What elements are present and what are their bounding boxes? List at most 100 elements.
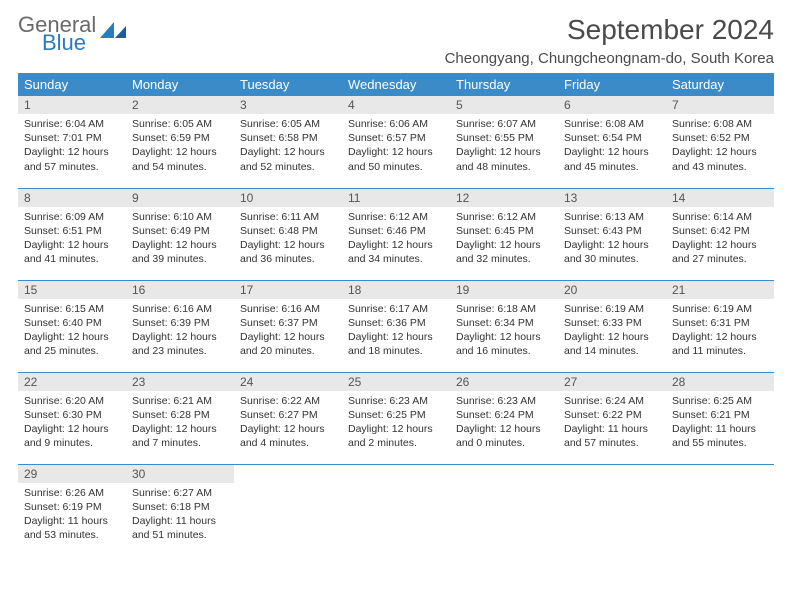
title-block: September 2024 Cheongyang, Chungcheongna… bbox=[445, 14, 774, 67]
calendar-cell: 6Sunrise: 6:08 AMSunset: 6:54 PMDaylight… bbox=[558, 96, 666, 188]
weekday-header: Tuesday bbox=[234, 73, 342, 96]
day-number: 22 bbox=[18, 373, 126, 391]
month-title: September 2024 bbox=[445, 14, 774, 46]
day-number: 15 bbox=[18, 281, 126, 299]
calendar-cell: 8Sunrise: 6:09 AMSunset: 6:51 PMDaylight… bbox=[18, 188, 126, 280]
calendar-row: 22Sunrise: 6:20 AMSunset: 6:30 PMDayligh… bbox=[18, 372, 774, 464]
day-content: Sunrise: 6:17 AMSunset: 6:36 PMDaylight:… bbox=[342, 299, 450, 365]
day-content: Sunrise: 6:06 AMSunset: 6:57 PMDaylight:… bbox=[342, 114, 450, 180]
day-content: Sunrise: 6:08 AMSunset: 6:52 PMDaylight:… bbox=[666, 114, 774, 180]
calendar-cell: 23Sunrise: 6:21 AMSunset: 6:28 PMDayligh… bbox=[126, 372, 234, 464]
calendar-cell: 11Sunrise: 6:12 AMSunset: 6:46 PMDayligh… bbox=[342, 188, 450, 280]
day-content: Sunrise: 6:08 AMSunset: 6:54 PMDaylight:… bbox=[558, 114, 666, 180]
calendar-cell: 16Sunrise: 6:16 AMSunset: 6:39 PMDayligh… bbox=[126, 280, 234, 372]
day-content: Sunrise: 6:21 AMSunset: 6:28 PMDaylight:… bbox=[126, 391, 234, 457]
weekday-header: Friday bbox=[558, 73, 666, 96]
day-number: 5 bbox=[450, 96, 558, 114]
day-content: Sunrise: 6:23 AMSunset: 6:25 PMDaylight:… bbox=[342, 391, 450, 457]
weekday-header-row: SundayMondayTuesdayWednesdayThursdayFrid… bbox=[18, 73, 774, 96]
day-content: Sunrise: 6:25 AMSunset: 6:21 PMDaylight:… bbox=[666, 391, 774, 457]
calendar-cell: 28Sunrise: 6:25 AMSunset: 6:21 PMDayligh… bbox=[666, 372, 774, 464]
day-content: Sunrise: 6:12 AMSunset: 6:45 PMDaylight:… bbox=[450, 207, 558, 273]
calendar-cell: 1Sunrise: 6:04 AMSunset: 7:01 PMDaylight… bbox=[18, 96, 126, 188]
calendar-cell: 21Sunrise: 6:19 AMSunset: 6:31 PMDayligh… bbox=[666, 280, 774, 372]
day-number: 25 bbox=[342, 373, 450, 391]
day-number: 17 bbox=[234, 281, 342, 299]
calendar-cell bbox=[234, 464, 342, 556]
calendar-cell: 19Sunrise: 6:18 AMSunset: 6:34 PMDayligh… bbox=[450, 280, 558, 372]
day-number: 24 bbox=[234, 373, 342, 391]
day-content: Sunrise: 6:18 AMSunset: 6:34 PMDaylight:… bbox=[450, 299, 558, 365]
day-number: 4 bbox=[342, 96, 450, 114]
calendar-cell: 4Sunrise: 6:06 AMSunset: 6:57 PMDaylight… bbox=[342, 96, 450, 188]
header: General Blue September 2024 Cheongyang, … bbox=[18, 14, 774, 67]
calendar-cell: 5Sunrise: 6:07 AMSunset: 6:55 PMDaylight… bbox=[450, 96, 558, 188]
calendar-cell bbox=[666, 464, 774, 556]
calendar-cell: 2Sunrise: 6:05 AMSunset: 6:59 PMDaylight… bbox=[126, 96, 234, 188]
calendar-cell: 15Sunrise: 6:15 AMSunset: 6:40 PMDayligh… bbox=[18, 280, 126, 372]
calendar-cell bbox=[342, 464, 450, 556]
day-number: 19 bbox=[450, 281, 558, 299]
calendar-row: 29Sunrise: 6:26 AMSunset: 6:19 PMDayligh… bbox=[18, 464, 774, 556]
logo-triangle-icon bbox=[100, 22, 128, 47]
calendar-cell: 13Sunrise: 6:13 AMSunset: 6:43 PMDayligh… bbox=[558, 188, 666, 280]
day-content: Sunrise: 6:05 AMSunset: 6:59 PMDaylight:… bbox=[126, 114, 234, 180]
day-number: 26 bbox=[450, 373, 558, 391]
calendar-cell: 3Sunrise: 6:05 AMSunset: 6:58 PMDaylight… bbox=[234, 96, 342, 188]
day-content: Sunrise: 6:23 AMSunset: 6:24 PMDaylight:… bbox=[450, 391, 558, 457]
calendar-cell: 26Sunrise: 6:23 AMSunset: 6:24 PMDayligh… bbox=[450, 372, 558, 464]
calendar-cell: 10Sunrise: 6:11 AMSunset: 6:48 PMDayligh… bbox=[234, 188, 342, 280]
day-content: Sunrise: 6:24 AMSunset: 6:22 PMDaylight:… bbox=[558, 391, 666, 457]
day-content: Sunrise: 6:16 AMSunset: 6:37 PMDaylight:… bbox=[234, 299, 342, 365]
day-number: 13 bbox=[558, 189, 666, 207]
location: Cheongyang, Chungcheongnam-do, South Kor… bbox=[445, 50, 774, 67]
day-content: Sunrise: 6:07 AMSunset: 6:55 PMDaylight:… bbox=[450, 114, 558, 180]
day-content: Sunrise: 6:14 AMSunset: 6:42 PMDaylight:… bbox=[666, 207, 774, 273]
day-number: 23 bbox=[126, 373, 234, 391]
calendar-cell: 12Sunrise: 6:12 AMSunset: 6:45 PMDayligh… bbox=[450, 188, 558, 280]
calendar-body: 1Sunrise: 6:04 AMSunset: 7:01 PMDaylight… bbox=[18, 96, 774, 556]
day-content: Sunrise: 6:04 AMSunset: 7:01 PMDaylight:… bbox=[18, 114, 126, 180]
day-number: 18 bbox=[342, 281, 450, 299]
calendar-row: 15Sunrise: 6:15 AMSunset: 6:40 PMDayligh… bbox=[18, 280, 774, 372]
calendar-cell: 24Sunrise: 6:22 AMSunset: 6:27 PMDayligh… bbox=[234, 372, 342, 464]
calendar-cell: 18Sunrise: 6:17 AMSunset: 6:36 PMDayligh… bbox=[342, 280, 450, 372]
day-content: Sunrise: 6:10 AMSunset: 6:49 PMDaylight:… bbox=[126, 207, 234, 273]
day-content: Sunrise: 6:26 AMSunset: 6:19 PMDaylight:… bbox=[18, 483, 126, 549]
day-content: Sunrise: 6:22 AMSunset: 6:27 PMDaylight:… bbox=[234, 391, 342, 457]
day-content: Sunrise: 6:09 AMSunset: 6:51 PMDaylight:… bbox=[18, 207, 126, 273]
calendar-cell: 27Sunrise: 6:24 AMSunset: 6:22 PMDayligh… bbox=[558, 372, 666, 464]
calendar-row: 1Sunrise: 6:04 AMSunset: 7:01 PMDaylight… bbox=[18, 96, 774, 188]
calendar-cell: 9Sunrise: 6:10 AMSunset: 6:49 PMDaylight… bbox=[126, 188, 234, 280]
day-number: 2 bbox=[126, 96, 234, 114]
calendar-cell bbox=[450, 464, 558, 556]
day-content: Sunrise: 6:11 AMSunset: 6:48 PMDaylight:… bbox=[234, 207, 342, 273]
logo: General Blue bbox=[18, 14, 128, 54]
weekday-header: Wednesday bbox=[342, 73, 450, 96]
calendar-cell: 29Sunrise: 6:26 AMSunset: 6:19 PMDayligh… bbox=[18, 464, 126, 556]
day-number: 16 bbox=[126, 281, 234, 299]
day-content: Sunrise: 6:13 AMSunset: 6:43 PMDaylight:… bbox=[558, 207, 666, 273]
day-number: 27 bbox=[558, 373, 666, 391]
day-number: 9 bbox=[126, 189, 234, 207]
day-number: 29 bbox=[18, 465, 126, 483]
calendar-cell: 22Sunrise: 6:20 AMSunset: 6:30 PMDayligh… bbox=[18, 372, 126, 464]
day-number: 1 bbox=[18, 96, 126, 114]
calendar-cell: 17Sunrise: 6:16 AMSunset: 6:37 PMDayligh… bbox=[234, 280, 342, 372]
calendar-cell: 7Sunrise: 6:08 AMSunset: 6:52 PMDaylight… bbox=[666, 96, 774, 188]
calendar-row: 8Sunrise: 6:09 AMSunset: 6:51 PMDaylight… bbox=[18, 188, 774, 280]
calendar-table: SundayMondayTuesdayWednesdayThursdayFrid… bbox=[18, 73, 774, 556]
calendar-cell bbox=[558, 464, 666, 556]
day-number: 7 bbox=[666, 96, 774, 114]
day-content: Sunrise: 6:19 AMSunset: 6:31 PMDaylight:… bbox=[666, 299, 774, 365]
weekday-header: Saturday bbox=[666, 73, 774, 96]
weekday-header: Thursday bbox=[450, 73, 558, 96]
day-number: 28 bbox=[666, 373, 774, 391]
weekday-header: Sunday bbox=[18, 73, 126, 96]
day-number: 3 bbox=[234, 96, 342, 114]
day-number: 6 bbox=[558, 96, 666, 114]
day-content: Sunrise: 6:19 AMSunset: 6:33 PMDaylight:… bbox=[558, 299, 666, 365]
day-number: 12 bbox=[450, 189, 558, 207]
day-number: 11 bbox=[342, 189, 450, 207]
day-content: Sunrise: 6:05 AMSunset: 6:58 PMDaylight:… bbox=[234, 114, 342, 180]
